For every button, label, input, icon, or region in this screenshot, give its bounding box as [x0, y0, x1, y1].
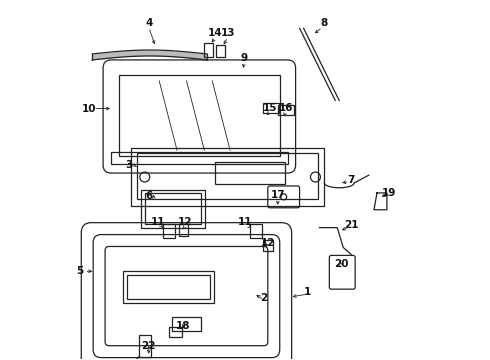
Bar — [145, 193, 201, 224]
Text: 20: 20 — [334, 259, 348, 269]
Text: 12: 12 — [261, 238, 275, 248]
Bar — [163, 224, 174, 238]
Bar — [131, 148, 324, 206]
Bar — [204, 43, 213, 57]
Text: 4: 4 — [145, 18, 152, 28]
Bar — [139, 335, 151, 357]
Text: 6: 6 — [145, 191, 152, 201]
Text: 19: 19 — [382, 188, 396, 198]
Bar — [137, 153, 318, 199]
Text: 13: 13 — [221, 28, 235, 38]
Text: 11: 11 — [238, 217, 252, 227]
Bar — [263, 239, 273, 251]
Bar — [119, 75, 280, 156]
Text: 17: 17 — [270, 190, 285, 200]
Bar — [123, 271, 214, 303]
Text: 9: 9 — [241, 53, 247, 63]
Text: 3: 3 — [125, 160, 132, 170]
Text: 21: 21 — [344, 220, 358, 230]
Text: 16: 16 — [278, 103, 293, 113]
Bar — [172, 317, 201, 331]
Bar — [263, 103, 279, 113]
Bar — [278, 105, 294, 114]
Text: 18: 18 — [176, 321, 191, 331]
Text: 7: 7 — [347, 175, 355, 185]
Bar — [141, 190, 205, 228]
Text: 2: 2 — [260, 293, 268, 303]
Text: 1: 1 — [304, 287, 311, 297]
Text: 14: 14 — [208, 28, 222, 38]
Text: 22: 22 — [142, 341, 156, 351]
Text: 12: 12 — [178, 217, 193, 227]
Bar — [215, 162, 285, 184]
Bar — [169, 327, 182, 337]
Bar — [178, 224, 189, 235]
Bar — [127, 275, 210, 299]
Bar — [216, 45, 225, 57]
Bar — [111, 152, 288, 164]
Bar — [250, 224, 262, 238]
Text: 10: 10 — [82, 104, 97, 113]
Text: 5: 5 — [76, 266, 84, 276]
Text: 15: 15 — [263, 103, 277, 113]
Text: 8: 8 — [321, 18, 328, 28]
Text: 11: 11 — [150, 217, 165, 227]
